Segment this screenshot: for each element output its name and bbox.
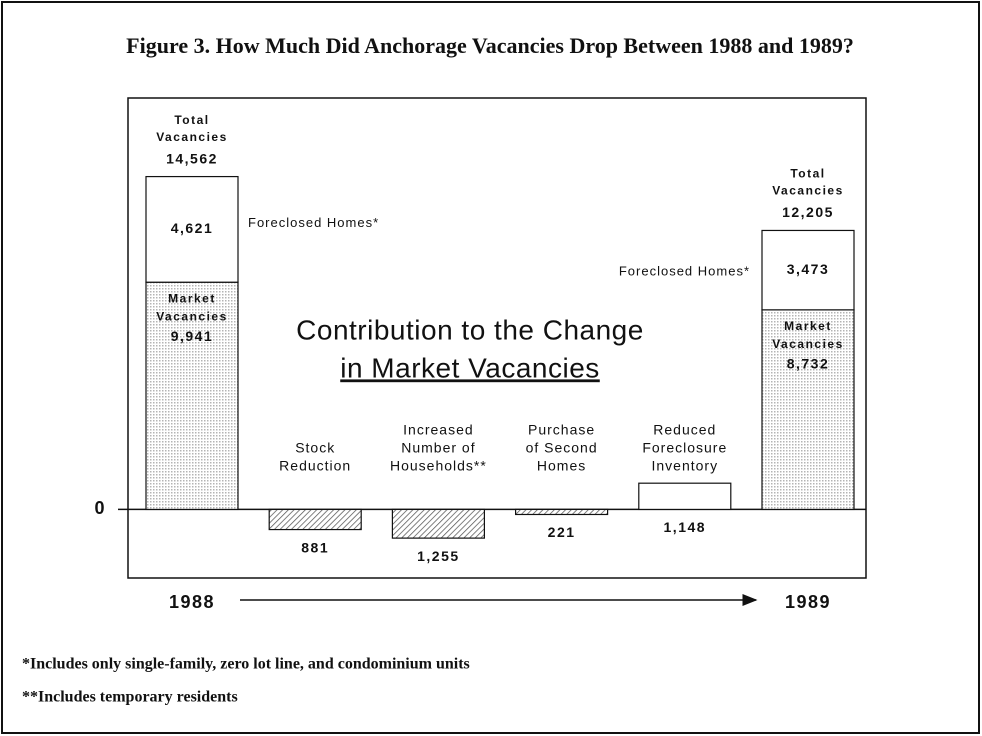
- series-label: Foreclosed Homes*: [248, 215, 379, 230]
- series-label: Vacancies: [772, 337, 844, 351]
- value-label: 3,473: [787, 261, 830, 277]
- value-label: 4,621: [171, 220, 214, 236]
- bar: [514, 508, 609, 516]
- total-label: Total: [174, 113, 209, 127]
- category-label: Households**: [390, 458, 487, 474]
- total-value: 12,205: [782, 204, 834, 220]
- total-label: Vacancies: [156, 130, 228, 144]
- category-label: Increased: [403, 422, 473, 438]
- category-label: of Second: [526, 440, 598, 456]
- bar-segment: [145, 175, 239, 283]
- footnote: *Includes only single-family, zero lot l…: [22, 656, 470, 673]
- footnote: **Includes temporary residents: [22, 689, 238, 706]
- category-label: Purchase: [528, 422, 595, 438]
- value-label: 9,941: [171, 328, 214, 344]
- value-label: 881: [301, 539, 329, 555]
- series-label: Market: [168, 291, 216, 305]
- value-label: 8,732: [787, 356, 830, 372]
- category-label: Reduction: [279, 458, 351, 474]
- bar: [638, 482, 732, 511]
- category-label: Reduced: [653, 422, 716, 438]
- y-tick-label: 0: [94, 498, 105, 518]
- total-label: Total: [790, 167, 825, 181]
- total-value: 14,562: [166, 150, 218, 166]
- annotation: in Market Vacancies: [340, 352, 600, 383]
- series-label: Vacancies: [156, 309, 228, 323]
- year-label: 1989: [785, 592, 831, 612]
- value-label: 1,255: [417, 548, 460, 564]
- value-label: 1,148: [664, 519, 707, 535]
- category-label: Homes: [537, 458, 586, 474]
- category-label: Foreclosure: [642, 440, 727, 456]
- value-label: 221: [548, 524, 576, 540]
- bar: [391, 508, 485, 539]
- series-label: Market: [784, 319, 832, 333]
- bar-segment: [761, 309, 855, 511]
- chart-title: Figure 3. How Much Did Anchorage Vacanci…: [126, 33, 854, 58]
- total-label: Vacancies: [772, 184, 844, 198]
- bar: [268, 508, 362, 531]
- annotation: Contribution to the Change: [296, 314, 644, 345]
- bar-segment: [145, 281, 239, 511]
- series-label: Foreclosed Homes*: [619, 264, 750, 279]
- category-label: Inventory: [652, 458, 719, 474]
- bar-segment: [761, 229, 855, 311]
- category-label: Stock: [295, 440, 335, 456]
- year-label: 1988: [169, 592, 215, 612]
- category-label: Number of: [401, 440, 475, 456]
- plot-frame: [127, 97, 867, 579]
